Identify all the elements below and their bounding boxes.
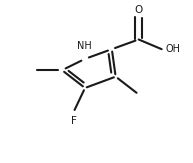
Text: OH: OH: [165, 44, 180, 54]
Text: NH: NH: [77, 41, 91, 51]
Text: O: O: [135, 5, 143, 15]
Text: F: F: [71, 116, 76, 126]
